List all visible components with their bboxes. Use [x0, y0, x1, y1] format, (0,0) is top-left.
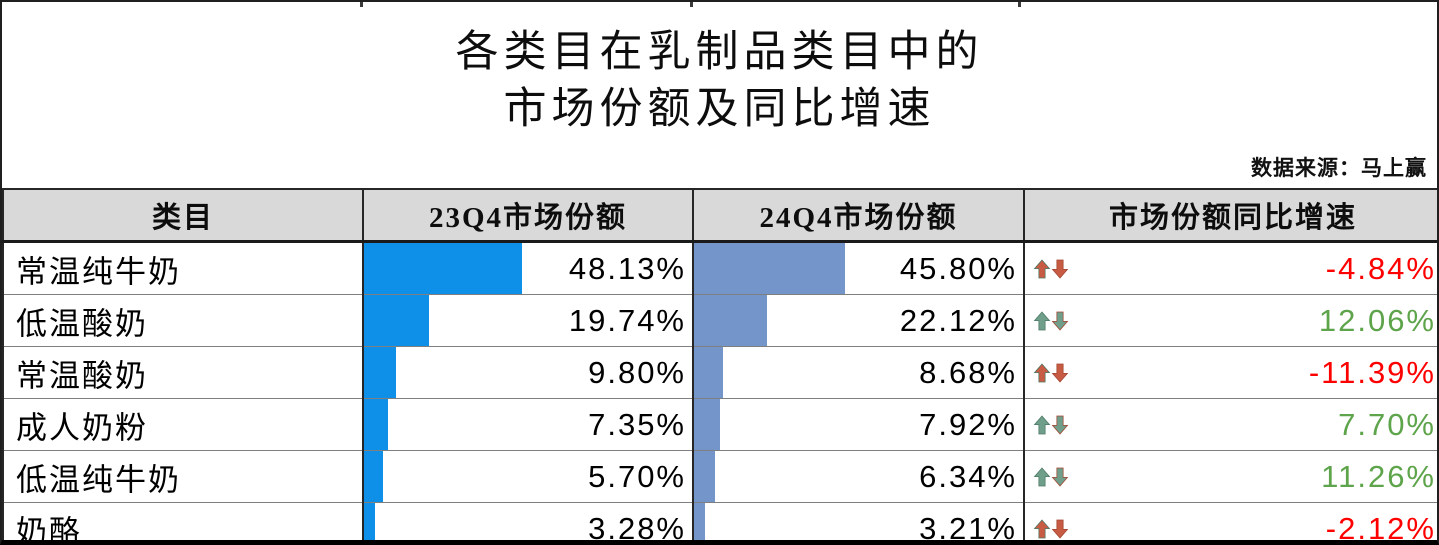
value-24q4: 22.12%	[899, 302, 1017, 338]
value-23q4: 48.13%	[568, 250, 686, 286]
table-row: 常温酸奶 9.80% 8.68% -11.39%	[2, 346, 1437, 399]
arrow-up-icon	[1033, 310, 1051, 330]
value-23q4: 7.35%	[588, 406, 686, 442]
value-24q4: 45.80%	[899, 250, 1017, 286]
value-23q4: 5.70%	[588, 458, 686, 494]
share-24q4-cell: 6.34%	[692, 450, 1025, 503]
share-23q4-cell: 48.13%	[362, 241, 694, 295]
arrow-down-icon	[1051, 363, 1069, 383]
growth-value: 7.70%	[1338, 406, 1436, 442]
growth-value: 11.26%	[1321, 458, 1436, 494]
category-label: 常温酸奶	[16, 358, 148, 393]
growth-cell: -2.12%	[1023, 502, 1437, 545]
arrow-down-icon	[1051, 311, 1069, 331]
arrow-down-icon	[1051, 259, 1069, 279]
arrow-slot	[1033, 406, 1069, 444]
growth-value: -11.39%	[1308, 354, 1436, 390]
arrow-down-icon	[1051, 519, 1069, 539]
bar-24q4	[695, 347, 723, 398]
arrow-slot	[1033, 250, 1069, 288]
category-cell: 奶酪	[2, 502, 364, 545]
arrow-slot	[1033, 302, 1069, 340]
bar-23q4	[365, 451, 383, 502]
header-yoy-growth: 市场份额同比增速	[1023, 188, 1437, 243]
share-24q4-cell: 7.92%	[692, 398, 1025, 451]
growth-cell: -4.84%	[1023, 241, 1437, 295]
share-23q4-cell: 19.74%	[362, 294, 694, 347]
header-row: 类目 23Q4市场份额 24Q4市场份额 市场份额同比增速	[2, 188, 1437, 243]
growth-cell: -11.39%	[1023, 346, 1437, 399]
share-23q4-cell: 3.28%	[362, 502, 694, 545]
category-label: 低温酸奶	[16, 306, 148, 341]
arrow-down-icon	[1051, 415, 1069, 435]
table-body: 常温纯牛奶 48.13% 45.80% -4.84% 低温酸奶	[2, 241, 1437, 545]
bar-24q4	[695, 295, 767, 346]
category-cell: 成人奶粉	[2, 398, 364, 451]
column-divider-tick	[360, 2, 363, 7]
growth-cell: 11.26%	[1023, 450, 1437, 503]
category-label: 奶酪	[16, 514, 82, 545]
arrow-up-icon	[1033, 362, 1051, 382]
value-24q4: 7.92%	[919, 406, 1017, 442]
bar-24q4	[695, 503, 705, 540]
growth-value: -2.12%	[1325, 510, 1436, 545]
growth-cell: 12.06%	[1023, 294, 1437, 347]
value-23q4: 19.74%	[568, 302, 686, 338]
share-23q4-cell: 7.35%	[362, 398, 694, 451]
title-area: 各类目在乳制品类目中的 市场份额及同比增速 数据来源：马上赢	[2, 2, 1437, 188]
category-cell: 常温纯牛奶	[2, 241, 364, 295]
category-label: 低温纯牛奶	[16, 462, 181, 497]
chart-title-line-1: 各类目在乳制品类目中的	[455, 29, 984, 76]
share-24q4-cell: 8.68%	[692, 346, 1025, 399]
share-24q4-cell: 22.12%	[692, 294, 1025, 347]
value-23q4: 9.80%	[588, 354, 686, 390]
header-23q4-share: 23Q4市场份额	[362, 188, 694, 243]
column-divider-tick	[1018, 2, 1021, 7]
data-source-label: 数据来源：马上赢	[1251, 156, 1427, 180]
table-row: 低温酸奶 19.74% 22.12% 12.06%	[2, 294, 1437, 347]
arrow-slot	[1033, 458, 1069, 496]
share-23q4-cell: 9.80%	[362, 346, 694, 399]
growth-value: -4.84%	[1325, 250, 1436, 286]
share-24q4-cell: 45.80%	[692, 241, 1025, 295]
growth-cell: 7.70%	[1023, 398, 1437, 451]
value-24q4: 8.68%	[919, 354, 1017, 390]
share-23q4-cell: 5.70%	[362, 450, 694, 503]
category-label: 成人奶粉	[16, 410, 148, 445]
value-23q4: 3.28%	[588, 510, 686, 545]
bar-24q4	[695, 399, 721, 450]
bar-23q4	[365, 399, 389, 450]
arrow-up-icon	[1033, 258, 1051, 278]
bar-24q4	[695, 451, 715, 502]
column-divider-tick	[690, 2, 693, 7]
table-row: 奶酪 3.28% 3.21% -2.12%	[2, 502, 1437, 545]
value-24q4: 6.34%	[919, 458, 1017, 494]
chart-title-line-2: 市场份额及同比增速	[503, 86, 936, 133]
arrow-slot	[1033, 510, 1069, 541]
bar-23q4	[365, 243, 522, 294]
growth-value: 12.06%	[1318, 302, 1436, 338]
category-cell: 低温酸奶	[2, 294, 364, 347]
table-row: 低温纯牛奶 5.70% 6.34% 11.26%	[2, 450, 1437, 503]
header-category: 类目	[2, 188, 364, 243]
arrow-down-icon	[1051, 467, 1069, 487]
arrow-slot	[1033, 354, 1069, 392]
arrow-up-icon	[1033, 466, 1051, 486]
category-label: 常温纯牛奶	[16, 254, 181, 289]
market-share-table: 类目 23Q4市场份额 24Q4市场份额 市场份额同比增速 常温纯牛奶 48.1…	[2, 188, 1437, 545]
bar-23q4	[365, 295, 429, 346]
share-24q4-cell: 3.21%	[692, 502, 1025, 545]
category-cell: 低温纯牛奶	[2, 450, 364, 503]
arrow-up-icon	[1033, 518, 1051, 538]
header-24q4-share: 24Q4市场份额	[692, 188, 1025, 243]
bar-23q4	[365, 347, 397, 398]
table-row: 常温纯牛奶 48.13% 45.80% -4.84%	[2, 241, 1437, 295]
value-24q4: 3.21%	[919, 510, 1017, 545]
bar-23q4	[365, 503, 375, 540]
category-cell: 常温酸奶	[2, 346, 364, 399]
arrow-up-icon	[1033, 414, 1051, 434]
bar-24q4	[695, 243, 845, 294]
table-row: 成人奶粉 7.35% 7.92% 7.70%	[2, 398, 1437, 451]
